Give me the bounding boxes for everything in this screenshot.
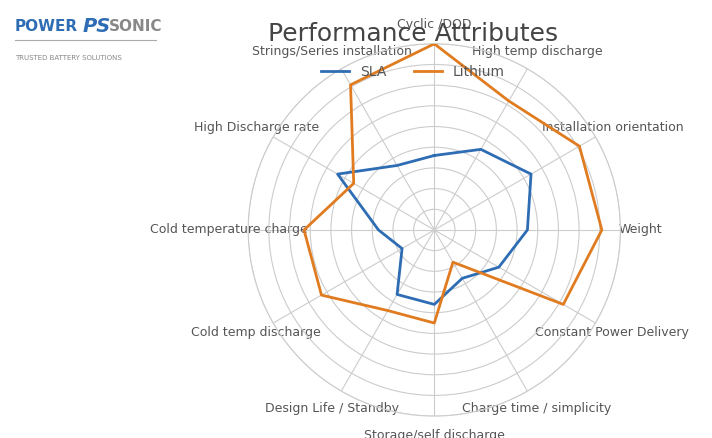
Text: Performance Attributes: Performance Attributes — [268, 22, 558, 46]
Text: SONIC: SONIC — [109, 19, 162, 34]
Legend: SLA, Lithium: SLA, Lithium — [315, 60, 511, 85]
Text: POWER: POWER — [15, 19, 78, 34]
Text: TRUSTED BATTERY SOLUTIONS: TRUSTED BATTERY SOLUTIONS — [15, 55, 122, 61]
Text: PS: PS — [83, 17, 110, 36]
